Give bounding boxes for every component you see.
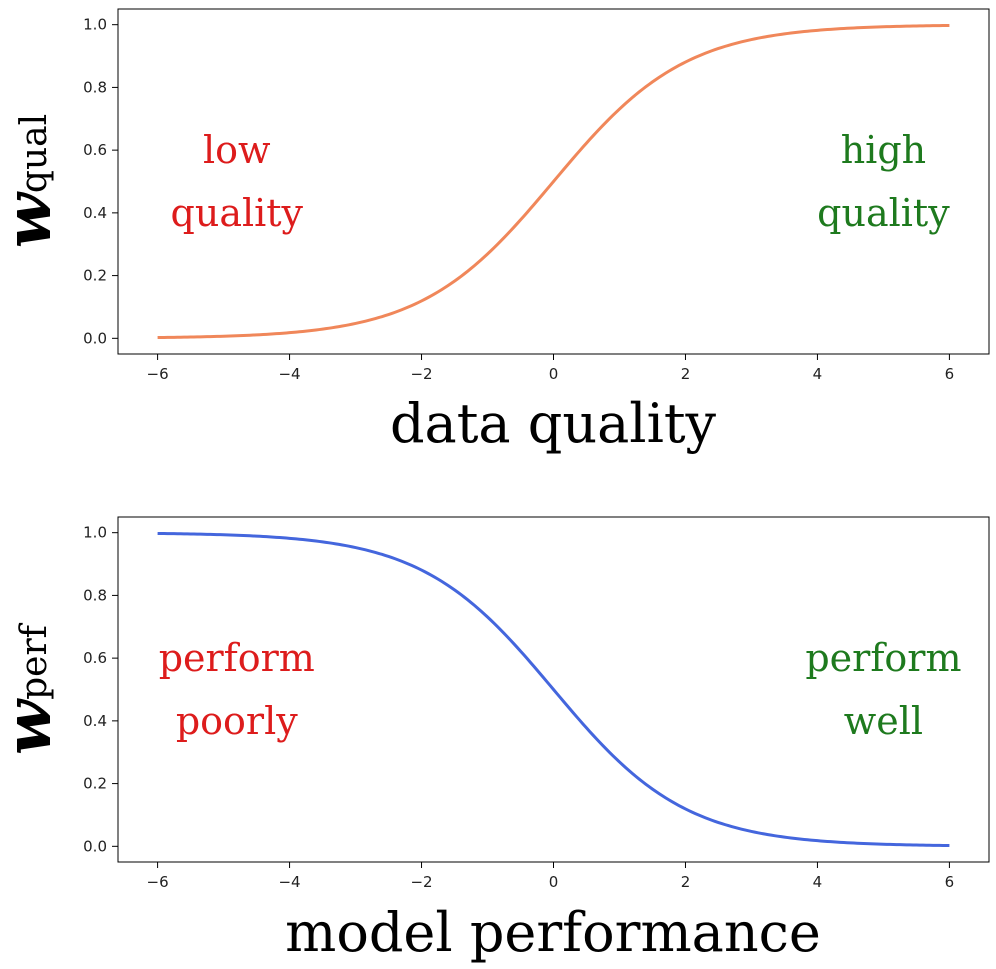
x-tick-label-performance: 2 [681,873,691,891]
chart-data-quality: −6 −4 −2 0 2 4 6 0.0 0.2 0.4 0.6 0.8 1.0 low quality h… [0,8,990,455]
y-tick-label-quality: 0.2 [83,267,107,285]
ticks-performance: −6 −4 −2 0 2 4 6 0.0 0.2 0.4 0.6 0.8 1.0 [83,524,954,891]
y-tick-label-quality: 0.8 [83,78,107,96]
series-line-performance [157,531,950,848]
y-tick-label-performance: 0.2 [83,775,107,793]
x-tick-label-quality: 0 [549,365,559,383]
annotation-text-performance: perform [159,636,315,680]
annotation-text-quality: quality [817,191,950,235]
y-tick-label-quality: 0.4 [83,204,107,222]
x-tick-label-performance: 6 [945,873,955,891]
x-tick-label-quality: 2 [681,365,691,383]
x-tick-label-performance: 0 [549,873,559,891]
y-axis-label-sub-performance: perf [14,622,55,700]
annotation-text-performance: poorly [176,699,298,743]
annotations-performance: perform poorly perform well [159,636,962,743]
x-tick-label-quality: −4 [278,365,300,383]
annotations-quality: low quality high quality [171,128,951,235]
x-tick-label-performance: −6 [147,873,169,891]
y-tick-label-performance: 1.0 [83,524,107,542]
x-axis-label-performance: model performance [285,901,821,964]
y-tick-label-quality: 1.0 [83,16,107,34]
annotation-text-performance: perform [805,636,961,680]
x-tick-label-quality: −6 [147,365,169,383]
annotation-text-quality: quality [171,191,304,235]
annotation-text-performance: well [844,699,923,743]
x-tick-label-quality: 4 [813,365,823,383]
ticks-quality: −6 −4 −2 0 2 4 6 0.0 0.2 0.4 0.6 0.8 1.0 [83,16,954,383]
y-tick-label-performance: 0.6 [83,649,107,667]
x-tick-label-performance: −2 [410,873,432,891]
y-tick-label-performance: 0.8 [83,586,107,604]
x-axis-label-quality: data quality [390,392,717,455]
y-axis-label-main-quality: w [0,191,66,248]
y-tick-label-performance: 0.0 [83,837,107,855]
annotation-text-quality: high [841,128,926,172]
y-tick-label-quality: 0.0 [83,329,107,347]
y-tick-label-quality: 0.6 [83,141,107,159]
y-tick-label-performance: 0.4 [83,712,107,730]
x-tick-label-performance: 4 [813,873,823,891]
x-tick-label-quality: 6 [945,365,955,383]
y-axis-label-main-performance: w [0,698,66,755]
x-tick-label-performance: −4 [278,873,300,891]
series-line-quality [157,23,950,340]
x-tick-label-quality: −2 [410,365,432,383]
chart-model-performance: −6 −4 −2 0 2 4 6 0.0 0.2 0.4 0.6 0.8 1.0 perform poor… [0,516,990,964]
y-axis-label-sub-quality: qual [14,114,55,193]
annotation-text-quality: low [203,128,271,172]
y-axis-label-performance: wperf [0,622,66,755]
